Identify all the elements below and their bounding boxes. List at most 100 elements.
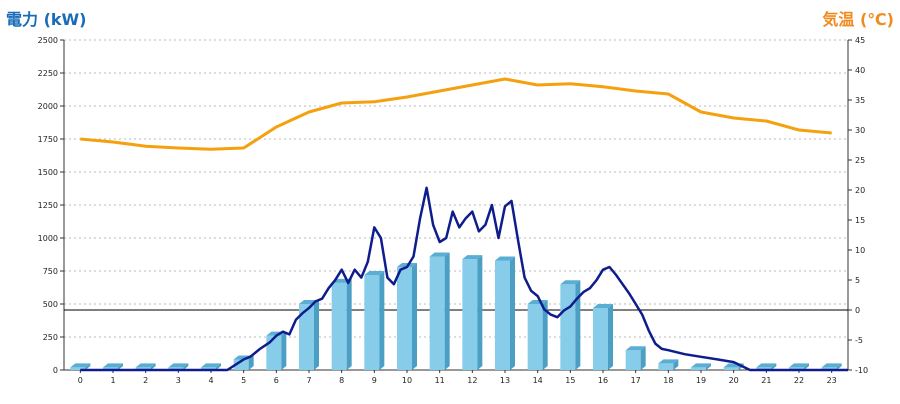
bar [299, 300, 319, 370]
x-tick-label: 4 [208, 376, 213, 385]
x-tick-label: 7 [306, 376, 311, 385]
bar-front [331, 282, 347, 370]
bar-side [771, 363, 777, 370]
bar-top [789, 363, 809, 368]
right-tick-label: 35 [855, 96, 865, 105]
bar-top [70, 363, 91, 368]
bar-front [723, 367, 739, 370]
right-tick-label: 0 [855, 306, 860, 315]
bar-front [364, 274, 380, 370]
bar-side [640, 346, 646, 370]
power-line [80, 186, 848, 372]
right-tick-label: 25 [855, 156, 865, 165]
x-tick-label: 10 [402, 376, 412, 385]
bar-side [85, 363, 91, 370]
bar-front [103, 367, 118, 370]
right-tick-label: 10 [855, 246, 865, 255]
left-tick-label: 750 [43, 267, 58, 276]
bar-top [560, 280, 581, 285]
bar-front [299, 304, 314, 370]
bar-side [150, 363, 156, 370]
x-tick-label: 14 [533, 376, 543, 385]
x-tick-label: 0 [78, 376, 83, 385]
left-tick-label: 2250 [38, 69, 58, 78]
left-tick-label: 250 [43, 333, 58, 342]
bar [625, 346, 646, 370]
bar-top [527, 300, 548, 304]
x-tick-label: 2 [143, 376, 148, 385]
left-tick-label: 1250 [38, 201, 58, 210]
bar-top [658, 359, 679, 364]
bar-side [248, 355, 254, 370]
bar-side [346, 278, 352, 370]
right-tick-label: 30 [855, 126, 865, 135]
bar-front [233, 359, 249, 370]
bar-front [201, 367, 216, 370]
bar [593, 303, 613, 370]
x-tick-label: 16 [598, 376, 608, 385]
bar-top [821, 363, 842, 368]
bar [527, 300, 548, 370]
bar-side [477, 255, 483, 370]
bar-top [756, 363, 777, 368]
bar-side [183, 363, 189, 370]
bar-front [70, 367, 86, 370]
bar [103, 363, 123, 370]
right-tick-label: 45 [855, 36, 865, 45]
bar-top [135, 363, 156, 368]
x-tick-label: 21 [761, 376, 771, 385]
bar [756, 363, 777, 370]
x-tick-label: 3 [176, 376, 181, 385]
bar-side [608, 303, 613, 370]
bar-top [625, 346, 646, 351]
bar-top [429, 252, 450, 257]
bar-top [495, 256, 515, 261]
bar-front [168, 367, 184, 370]
x-tick-label: 13 [500, 376, 510, 385]
bar-front [821, 367, 837, 370]
x-tick-label: 23 [827, 376, 837, 385]
bar-side [542, 300, 548, 370]
left-tick-label: 1750 [38, 135, 58, 144]
x-tick-label: 6 [274, 376, 279, 385]
x-tick-label: 1 [110, 376, 115, 385]
bar [266, 331, 287, 370]
bar-front [593, 307, 608, 370]
bar [70, 363, 91, 370]
bar [495, 256, 515, 370]
bar [658, 359, 679, 370]
bar-side [412, 263, 417, 370]
left-tick-label: 2000 [38, 102, 58, 111]
bar [135, 363, 156, 370]
x-tick-label: 5 [241, 376, 246, 385]
bar-side [510, 256, 515, 370]
bar-front [625, 350, 641, 370]
bar [789, 363, 809, 370]
x-tick-label: 20 [729, 376, 739, 385]
bar-front [560, 284, 576, 370]
bar-side [575, 280, 581, 370]
bar [201, 363, 221, 370]
bar-front [495, 260, 510, 370]
bar [168, 363, 189, 370]
bar-side [118, 363, 123, 370]
right-tick-label: 20 [855, 186, 865, 195]
bar [429, 252, 450, 370]
x-tick-label: 22 [794, 376, 804, 385]
left-tick-label: 2500 [38, 36, 58, 45]
bar-front [691, 367, 706, 370]
x-tick-label: 17 [631, 376, 641, 385]
temperature-line [80, 77, 832, 151]
x-tick-label: 11 [435, 376, 445, 385]
right-tick-label: 15 [855, 216, 865, 225]
bar [691, 363, 711, 370]
bar-side [314, 300, 319, 370]
bar-top [593, 303, 613, 308]
left-tick-label: 0 [53, 366, 58, 375]
bar-top [691, 363, 711, 368]
bar-front [527, 304, 543, 370]
bar [821, 363, 842, 370]
bar-side [444, 252, 450, 370]
